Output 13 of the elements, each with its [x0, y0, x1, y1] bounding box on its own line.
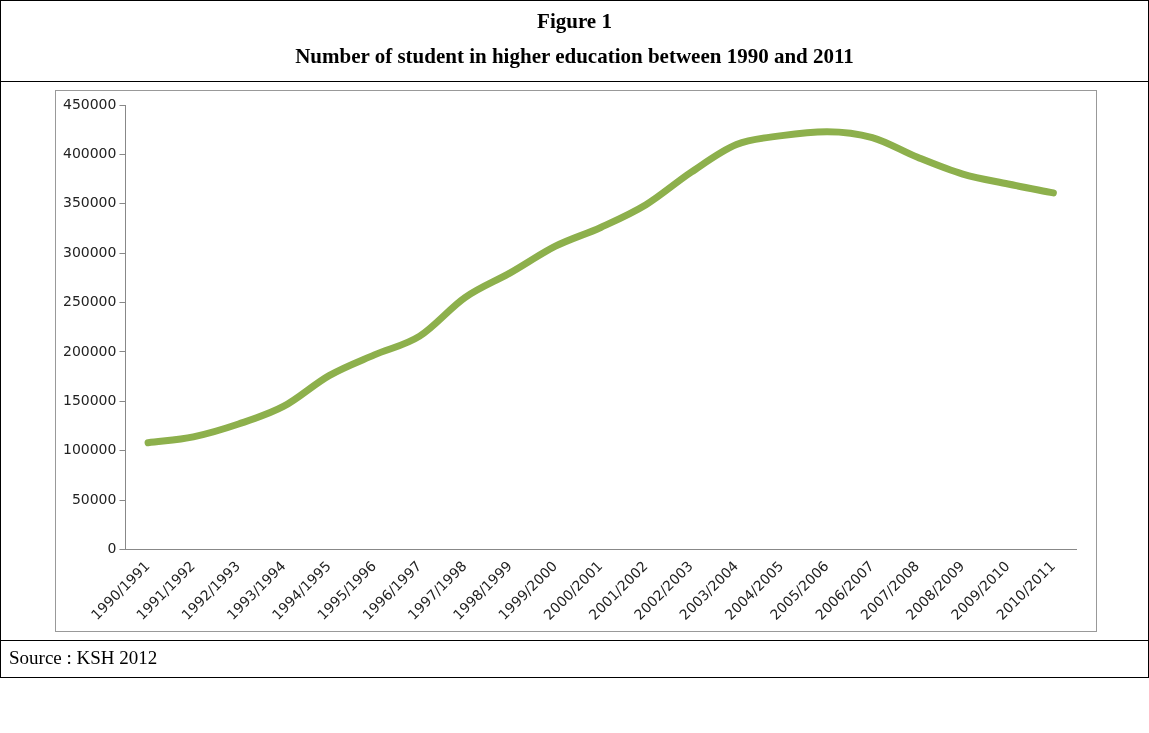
y-tick-label: 250000 — [62, 293, 117, 310]
y-tick-label: 450000 — [62, 95, 117, 112]
chart-subtitle: Number of student in higher education between 1990 and 2011 — [1, 38, 1148, 82]
chart-title: Figure 1 — [536, 8, 613, 35]
source-note: Source : KSH 2012 — [8, 646, 159, 670]
y-tick-label: 0 — [107, 540, 117, 557]
y-tick-label: 150000 — [62, 391, 117, 408]
y-tick-label: 200000 — [62, 342, 117, 359]
y-tick-label: 350000 — [62, 194, 117, 211]
y-tick-label: 300000 — [62, 243, 117, 260]
y-tick-label: 100000 — [62, 441, 117, 458]
y-tick-label: 50000 — [71, 490, 117, 507]
y-tick-label: 400000 — [62, 145, 117, 162]
